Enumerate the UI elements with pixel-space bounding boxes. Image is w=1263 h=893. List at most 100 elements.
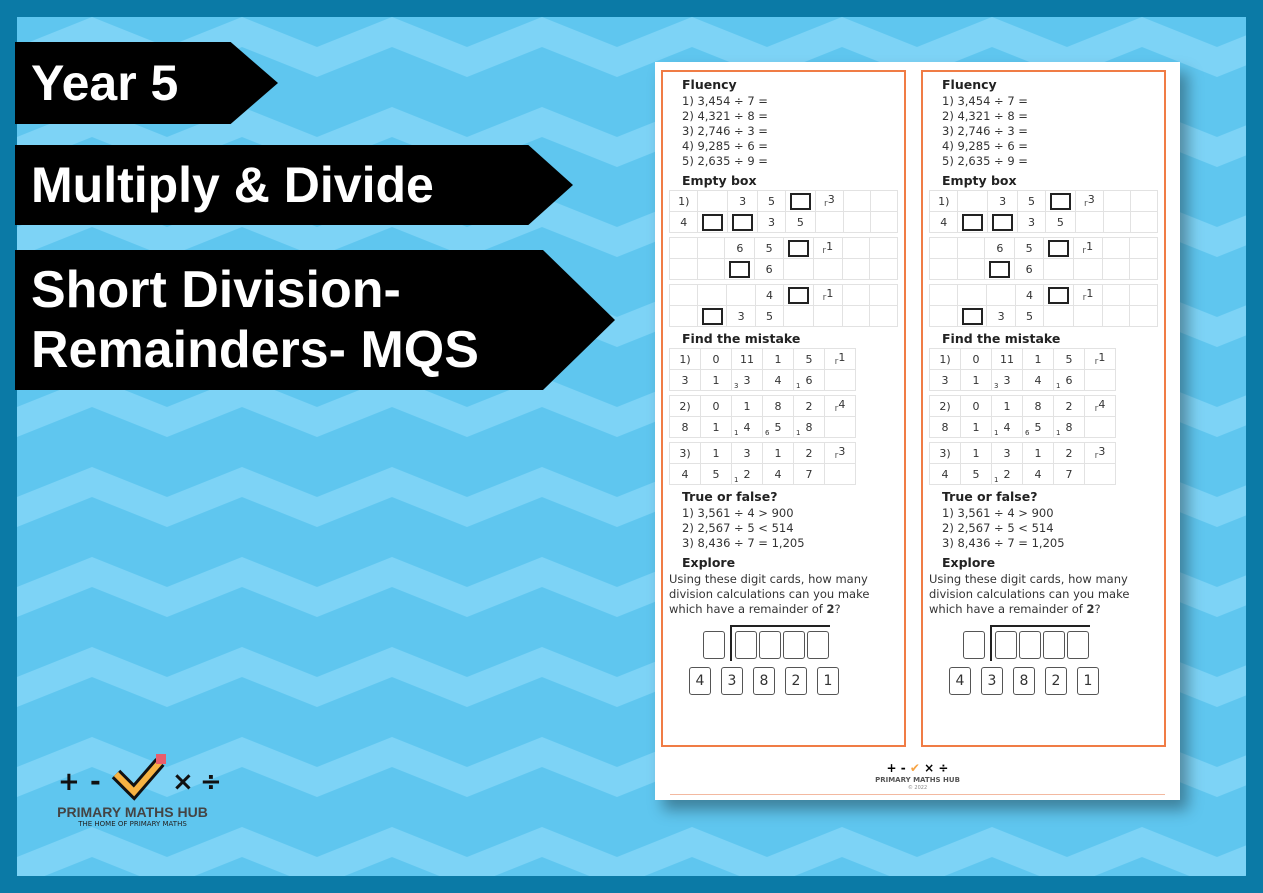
minus-icon: - [90,767,101,797]
grid-digit: 1 [743,399,751,413]
grid-cell: 0 [960,395,992,417]
blank-card-slot[interactable] [703,631,725,659]
grid-cell [1043,305,1075,327]
grid-digit: 5 [805,352,813,366]
digit-card[interactable]: 2 [1045,667,1067,695]
grid-digit: 1) [679,352,691,366]
grid-digit: 5 [1027,194,1035,208]
grid-cell: r1 [813,284,843,306]
blank-card-slot[interactable] [783,631,805,659]
grid-cell: r1 [1072,237,1103,259]
grid-digit: 1 [774,446,782,460]
grid-digit: 4 [766,288,773,302]
grid-row: 1) 0 11 1 5 r1 [669,348,856,370]
blank-card-slot[interactable] [1019,631,1041,659]
grid-cell: r1 [1073,284,1103,306]
answer-box[interactable] [961,307,983,325]
true-false-item: 2) 2,567 ÷ 5 < 514 [682,521,794,535]
grid-cell: 1) [668,190,699,212]
grid-row: 1) 3 5 r3 [668,190,898,212]
grid-cell: 4 [1022,463,1054,485]
grid-digit: 7 [1065,467,1073,481]
fluency-item: 2) 4,321 ÷ 8 = [682,109,768,123]
explore-bold: 2 [826,602,835,616]
grid-cell: 8 [669,416,701,438]
answer-box[interactable] [992,213,1014,231]
grid-cell: 1 [700,416,732,438]
digit-card[interactable]: 4 [689,667,711,695]
answer-box[interactable] [1048,286,1070,304]
answer-box[interactable] [1047,239,1069,257]
grid-cell [1129,305,1158,327]
grid-cell: 8 [1022,395,1054,417]
worksheet-column-right: Fluency 1) 3,454 ÷ 7 = 2) 4,321 ÷ 8 = 3) 2,… [921,70,1166,747]
answer-box[interactable] [732,213,754,231]
grid-row: 2) 0 1 8 2 r4 [669,395,856,417]
blank-card-slot[interactable] [1043,631,1065,659]
grid-cell [1130,211,1158,233]
digit-card[interactable]: 8 [1013,667,1035,695]
answer-box[interactable] [1049,192,1071,210]
answer-box[interactable] [989,260,1011,278]
grid-cell: 6 [1014,258,1044,280]
grid-row: 6 [929,258,1158,280]
grid-cell [784,190,816,212]
digit-card[interactable]: 1 [1077,667,1099,695]
grid-cell [814,211,845,233]
grid-cell [929,284,958,306]
answer-box[interactable] [787,239,809,257]
answer-box[interactable] [729,260,751,278]
answer-box[interactable] [789,192,811,210]
grid-row: 4 r1 [929,284,1158,306]
fluency-item: 4) 9,285 ÷ 6 = [942,139,1028,153]
grid-row: 4 r1 [669,284,898,306]
blank-card-slot[interactable] [759,631,781,659]
find-mistake-heading: Find the mistake [682,331,801,346]
grid-cell: r4 [1084,395,1116,417]
grid-digit: 5 [972,467,980,481]
grid-cell: 3 [1017,211,1046,233]
blank-card-slot[interactable] [995,631,1017,659]
grid-cell [1129,284,1158,306]
digit-card[interactable]: 1 [817,667,839,695]
remainder-value: 3 [1098,445,1106,458]
blank-card-slot[interactable] [807,631,829,659]
grid-cell: 5 [1044,211,1076,233]
fluency-list: 1) 3,454 ÷ 7 = 2) 4,321 ÷ 8 = 3) 2,746 ÷ 3… [682,94,898,169]
grid-cell: r1 [812,237,843,259]
grid-digit: 1) [939,352,951,366]
digit-card[interactable]: 8 [753,667,775,695]
worksheet-preview: Fluency 1) 3,454 ÷ 7 = 2) 4,321 ÷ 8 = 3) 2,… [655,62,1180,800]
answer-box[interactable] [701,307,723,325]
answer-box[interactable] [962,213,984,231]
empty-box-heading: Empty box [682,173,757,188]
grid-digit: 2 [1003,467,1011,481]
grid-digit: 5 [1065,352,1073,366]
grid-cell [843,190,872,212]
topic-banner: Multiply & Divide [15,145,573,225]
year-banner: Year 5 [15,42,278,124]
grid-cell [956,237,986,259]
digit-card[interactable]: 3 [981,667,1003,695]
digit-card[interactable]: 3 [721,667,743,695]
grid-digit: 8 [1065,420,1073,434]
digit-card[interactable]: 4 [949,667,971,695]
grid-cell [1101,284,1131,306]
grid-cell [1103,211,1132,233]
blank-card-slot[interactable] [963,631,985,659]
digit-card[interactable]: 2 [785,667,807,695]
blank-card-slot[interactable] [735,631,757,659]
grid-cell [929,237,958,259]
blank-card-slot[interactable] [1067,631,1089,659]
answer-box[interactable] [702,213,724,231]
grid-cell: 5 [1014,305,1045,327]
grid-cell [843,211,872,233]
grid-cell [697,211,729,233]
answer-box[interactable] [788,286,810,304]
grid-cell: 1 [960,369,992,391]
grid-cell: 1) [669,348,701,370]
division-bracket [730,625,830,661]
